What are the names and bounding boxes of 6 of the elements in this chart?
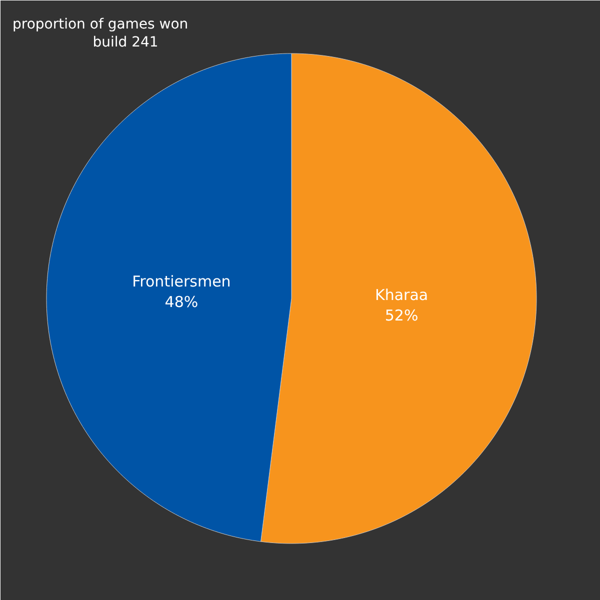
slice-label: Frontiersmen	[132, 272, 231, 290]
data-label: 48%	[164, 292, 198, 311]
data-label: 52%	[384, 306, 418, 325]
chart-title: proportion of games won	[12, 16, 188, 32]
chart-subtitle: build 241	[92, 34, 158, 50]
slice-label: Kharaa	[374, 286, 428, 304]
